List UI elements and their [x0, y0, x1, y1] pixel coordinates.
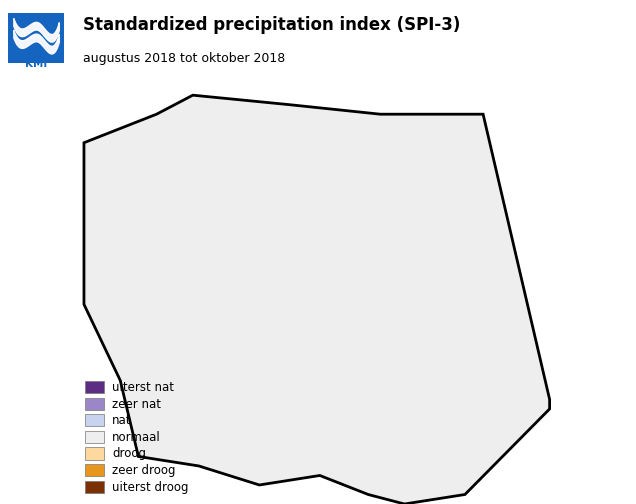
- Text: Standardized precipitation index (SPI-3): Standardized precipitation index (SPI-3): [83, 17, 460, 34]
- FancyBboxPatch shape: [8, 14, 64, 64]
- Legend: uiterst nat, zeer nat, nat, normaal, droog, zeer droog, uiterst droog: uiterst nat, zeer nat, nat, normaal, dro…: [83, 379, 191, 496]
- Polygon shape: [84, 95, 550, 504]
- Text: KMI: KMI: [25, 59, 48, 70]
- Text: augustus 2018 tot oktober 2018: augustus 2018 tot oktober 2018: [83, 52, 285, 65]
